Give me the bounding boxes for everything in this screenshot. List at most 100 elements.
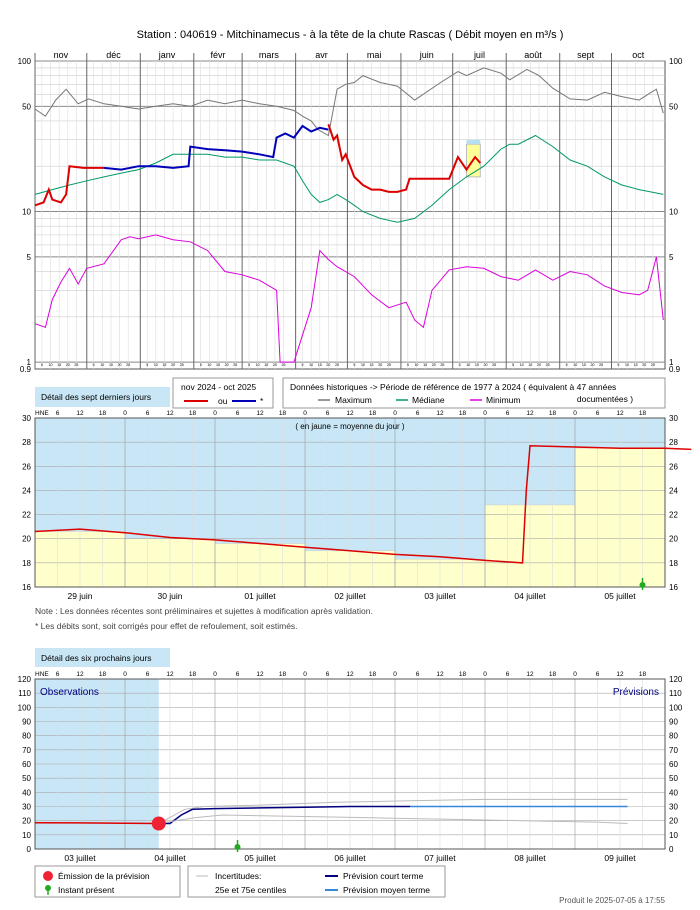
- forecast-y-tick-right: 30: [669, 803, 678, 812]
- annual-y-tick-right: 10: [669, 208, 678, 217]
- annual-series-observed-red: [327, 123, 482, 193]
- recent-hour-tick: 12: [526, 410, 534, 417]
- recent-hour-tick: 0: [573, 410, 577, 417]
- forecast-legend-box: [187, 865, 446, 898]
- recent-hour-tick: 6: [146, 410, 150, 417]
- bottom-legend: Émission de la prévision Instant présent I…: [34, 865, 446, 898]
- emission-label: Émission de la prévision: [58, 871, 150, 881]
- annual-month-label: sept: [577, 50, 595, 60]
- previsions-label: Prévisions: [613, 687, 659, 698]
- forecast-y-tick-right: 100: [669, 703, 683, 712]
- legend-layer: Détail des sept derniers jours nov 2024 -…: [35, 377, 666, 409]
- forecast-y-tick-right: 20: [669, 817, 678, 826]
- annual-day-tick: 5: [407, 363, 409, 367]
- forecast-y-tick-right: 0: [669, 845, 674, 854]
- note-line: Note : Les données récentes sont prélimi…: [35, 606, 373, 616]
- recent-hour-tick: 6: [236, 410, 240, 417]
- emission-swatch: [43, 871, 53, 881]
- forecast-day-label: 08 juillet: [514, 853, 546, 863]
- annual-day-tick: 5: [512, 363, 514, 367]
- forecast-hour-tick: 12: [346, 671, 354, 678]
- annual-day-tick: 10: [154, 363, 158, 367]
- recent-y-tick-right: 16: [669, 583, 678, 592]
- annual-day-tick: 20: [378, 363, 382, 367]
- present-swatch: [45, 885, 51, 891]
- annual-day-tick: 25: [492, 363, 496, 367]
- annual-day-tick: 20: [326, 363, 330, 367]
- annual-day-tick: 20: [591, 363, 595, 367]
- annual-y-tick-right: 0.9: [669, 365, 681, 374]
- median-label: Médiane: [412, 395, 445, 405]
- recent-hour-tick: 0: [303, 410, 307, 417]
- annual-day-tick: 20: [642, 363, 646, 367]
- forecast-y-tick-left: 0: [27, 845, 32, 854]
- recent-chart: 16 16 18 18 20 20 22 22 24 24 26 26 28 28 30 30 HNE 6 12 18…: [22, 410, 692, 601]
- forecast-hour-tick: 6: [146, 671, 150, 678]
- forecast-day-label: 06 juillet: [334, 853, 366, 863]
- annual-day-tick: 25: [440, 363, 444, 367]
- forecast-hour-tick: 18: [279, 671, 287, 678]
- min-label: Minimum: [486, 395, 520, 405]
- recent-hour-tick: 12: [436, 410, 444, 417]
- forecast-hour-tick: 12: [256, 671, 264, 678]
- chart-title: Station : 040619 - Mitchinamecus - à la …: [137, 29, 564, 41]
- forecast-hour-tick: 0: [123, 671, 127, 678]
- forecast-box-label: Détail des six prochains jours: [41, 653, 152, 663]
- footer-text: Produit le 2025-07-05 à 17:55: [559, 896, 665, 905]
- annual-day-tick: 25: [74, 363, 78, 367]
- annual-day-tick: 15: [57, 363, 61, 367]
- recent-hour-tick: 18: [459, 410, 467, 417]
- forecast-hour-tick: 18: [189, 671, 197, 678]
- recent-y-tick-left: 28: [22, 438, 31, 447]
- annual-day-tick: 20: [171, 363, 175, 367]
- annual-day-tick: 15: [370, 363, 374, 367]
- recent-y-tick-right: 30: [669, 414, 678, 423]
- annual-month-label: mars: [259, 50, 279, 60]
- period-or-label: ou: [218, 396, 228, 406]
- forecast-series: [158, 814, 628, 824]
- forecast-day-label: 03 juillet: [64, 853, 96, 863]
- forecast-hour-tick: 6: [596, 671, 600, 678]
- present-label: Instant présent: [58, 885, 115, 895]
- forecast-y-tick-left: 40: [22, 788, 31, 797]
- forecast-y-tick-left: 120: [18, 675, 32, 684]
- annual-recent-band: [466, 139, 481, 145]
- annual-month-label: août: [524, 50, 542, 60]
- annual-day-tick: 5: [459, 363, 461, 367]
- forecast-hour-tick: 0: [483, 671, 487, 678]
- recent-hne-label: HNE: [35, 410, 49, 417]
- observations-label: Observations: [40, 687, 99, 698]
- annual-series-maximum: [34, 67, 664, 137]
- recent-hour-tick: 18: [189, 410, 197, 417]
- daily-mean-note: ( en jaune = moyenne du jour ): [295, 422, 405, 431]
- recent-box: [35, 387, 170, 407]
- recent-y-tick-right: 22: [669, 511, 678, 520]
- annual-series-médiane: [34, 134, 664, 223]
- recent-y-tick-left: 24: [22, 486, 31, 495]
- annual-day-tick: 10: [309, 363, 313, 367]
- annual-series-minimum: [34, 234, 664, 363]
- forecast-hour-tick: 0: [393, 671, 397, 678]
- forecast-hour-tick: 12: [166, 671, 174, 678]
- forecast-hour-tick: 6: [326, 671, 330, 678]
- recent-y-tick-left: 16: [22, 583, 31, 592]
- recent-hour-tick: 18: [99, 410, 107, 417]
- annual-month-label: juin: [419, 50, 434, 60]
- title-layer: Station : 040619 - Mitchinamecus - à la …: [137, 29, 564, 41]
- annual-y-tick-right: 100: [669, 57, 683, 66]
- annual-month-label: mai: [367, 50, 382, 60]
- forecast-hour-tick: 18: [369, 671, 377, 678]
- recent-hour-tick: 12: [616, 410, 624, 417]
- recent-day-label: 03 juillet: [424, 591, 456, 601]
- forecast-y-tick-left: 60: [22, 760, 31, 769]
- uncertainty-label: Incertitudes:: [215, 871, 261, 881]
- forecast-hour-tick: 0: [303, 671, 307, 678]
- recent-hour-tick: 18: [369, 410, 377, 417]
- annual-day-tick: 25: [599, 363, 603, 367]
- forecast-y-tick-left: 110: [18, 689, 31, 698]
- annual-y-tick-left: 0.9: [20, 365, 32, 374]
- notes-layer: Note : Les données récentes sont prélimi…: [35, 606, 373, 667]
- annual-month-label: déc: [106, 50, 121, 60]
- forecast-hour-tick: 18: [639, 671, 647, 678]
- period-star-label: *: [260, 396, 264, 406]
